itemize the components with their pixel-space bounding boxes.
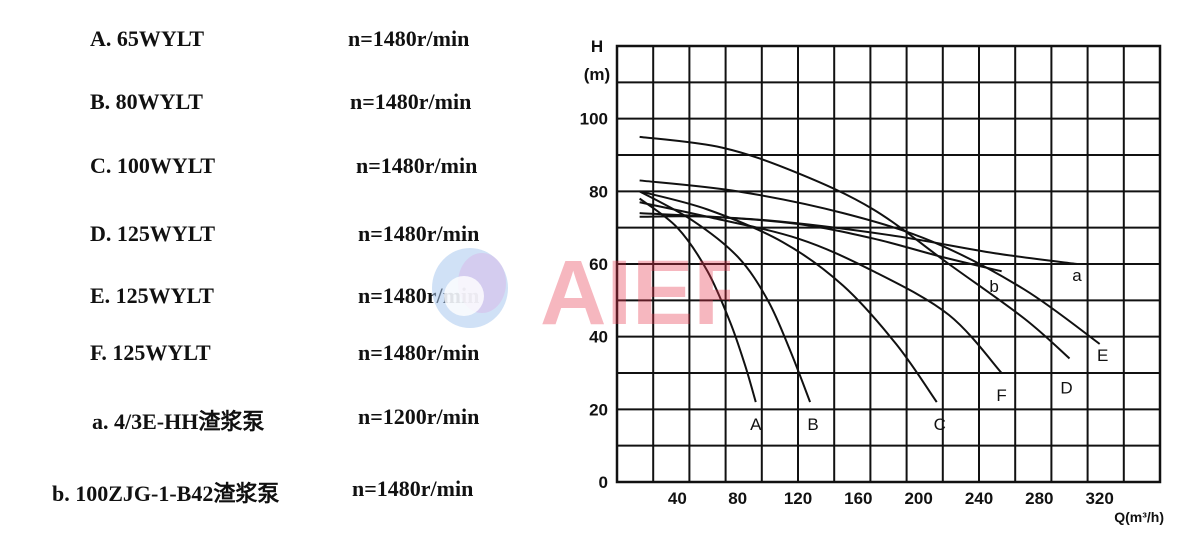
x-tick-label: 80 xyxy=(728,489,747,508)
x-tick-label: 320 xyxy=(1085,489,1113,508)
curve-label-A: A xyxy=(750,415,762,434)
x-tick-label: 280 xyxy=(1025,489,1053,508)
legend-pump-model: C. 100WYLT xyxy=(90,153,216,178)
y-tick-label: 80 xyxy=(589,182,608,201)
legend-pump-model: A. 65WYLT xyxy=(90,26,205,51)
y-tick-label: 20 xyxy=(589,400,608,419)
legend-speed: n=1480r/min xyxy=(352,476,474,501)
curve-D xyxy=(639,135,1071,360)
x-tick-label: 40 xyxy=(668,489,687,508)
legend-speed: n=1480r/min xyxy=(358,340,480,365)
x-tick-label: 120 xyxy=(784,489,812,508)
curve-a xyxy=(639,212,1078,265)
legend-pump-model: E. 125WYLT xyxy=(90,283,214,308)
legend-pump-model: D. 125WYLT xyxy=(90,221,216,246)
y-tick-label: 40 xyxy=(589,328,608,347)
y-tick-label: 100 xyxy=(580,110,608,129)
legend-pump-model: F. 125WYLT xyxy=(90,340,211,365)
curve-A xyxy=(639,197,757,403)
curve-label-b: b xyxy=(989,277,998,296)
y-axis-unit: (m) xyxy=(584,65,610,84)
x-tick-label: 160 xyxy=(844,489,872,508)
plot-frame xyxy=(615,44,1162,484)
curve-label-B: B xyxy=(807,415,818,434)
legend-speed: n=1480r/min xyxy=(348,26,470,51)
curve-C xyxy=(639,190,938,403)
legend-pump-model: B. 80WYLT xyxy=(90,89,203,114)
curve-B xyxy=(639,190,812,403)
curve-label-D: D xyxy=(1060,379,1072,398)
y-axis-label: H xyxy=(591,37,603,56)
y-tick-label: 60 xyxy=(589,255,608,274)
x-tick-label: 240 xyxy=(965,489,993,508)
legend-pump-model: b. 100ZJG-1-B42渣浆泵 xyxy=(52,481,280,506)
curve-label-a: a xyxy=(1072,266,1082,285)
legend-speed: n=1200r/min xyxy=(358,404,480,429)
curve-label-C: C xyxy=(934,415,946,434)
legend-speed: n=1480r/min xyxy=(358,221,480,246)
curve-E xyxy=(639,179,1101,345)
x-tick-label: 200 xyxy=(904,489,932,508)
x-axis-label: Q(m³/h) xyxy=(1114,509,1164,525)
curve-label-F: F xyxy=(996,386,1006,405)
origin-label: 0 xyxy=(599,473,608,492)
curve-label-E: E xyxy=(1097,346,1108,365)
legend-pump-model: a. 4/3E-HH渣浆泵 xyxy=(92,409,265,434)
legend-speed: n=1480r/min xyxy=(350,89,472,114)
legend-speed: n=1480r/min xyxy=(356,153,478,178)
